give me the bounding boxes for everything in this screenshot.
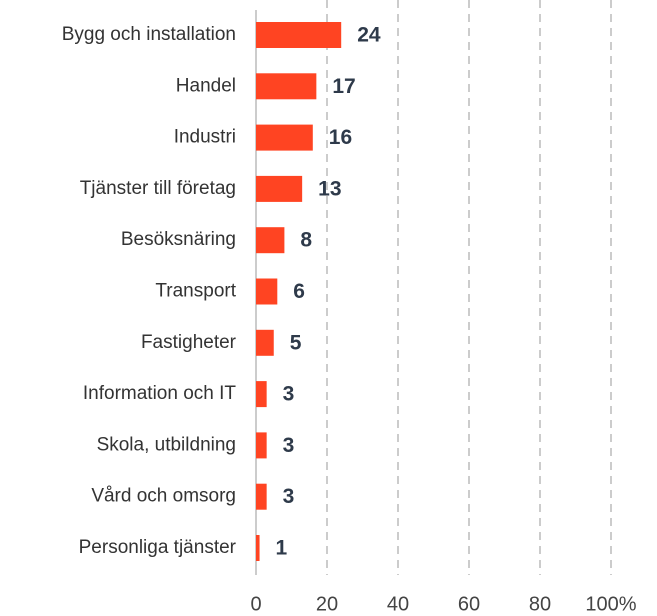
bar: [256, 381, 267, 408]
x-tick-label: 80: [529, 593, 551, 615]
x-tick-label: 0: [250, 593, 261, 615]
value-label: 6: [293, 280, 305, 303]
y-tick-label: Besöksnäring: [121, 229, 236, 250]
value-label: 3: [283, 485, 295, 508]
y-tick-label: Skola, utbildning: [97, 434, 236, 455]
bar: [256, 278, 278, 305]
value-label: 17: [332, 75, 355, 98]
value-label: 5: [290, 331, 302, 354]
x-tick-label: 40: [387, 593, 409, 615]
bar: [256, 227, 285, 254]
bar: [256, 124, 313, 151]
bar: [256, 535, 260, 561]
y-tick-label: Industri: [174, 127, 236, 148]
value-label: 16: [329, 126, 352, 149]
y-tick-label: Tjänster till företag: [80, 178, 236, 199]
bar: [256, 175, 303, 202]
y-tick-label: Personliga tjänster: [79, 537, 237, 558]
value-label: 1: [276, 537, 288, 560]
y-tick-label: Handel: [176, 75, 236, 96]
bar: [256, 329, 274, 356]
bar: [256, 483, 267, 510]
y-tick-label: Transport: [155, 281, 236, 302]
y-tick-label: Information och IT: [83, 383, 237, 404]
value-label: 3: [283, 434, 295, 457]
x-tick-label: 100%: [585, 593, 636, 615]
value-label: 3: [283, 383, 295, 406]
x-tick-label: 60: [458, 593, 480, 615]
bar: [256, 73, 317, 100]
y-tick-label: Fastigheter: [141, 332, 237, 353]
y-tick-label: Bygg och installation: [62, 24, 236, 45]
bar: [256, 22, 342, 48]
y-tick-label: Vård och omsorg: [91, 486, 236, 507]
value-label: 8: [300, 229, 312, 252]
value-label: 24: [357, 24, 381, 47]
bar: [256, 432, 267, 459]
x-tick-label: 20: [316, 593, 338, 615]
value-label: 13: [318, 177, 341, 200]
